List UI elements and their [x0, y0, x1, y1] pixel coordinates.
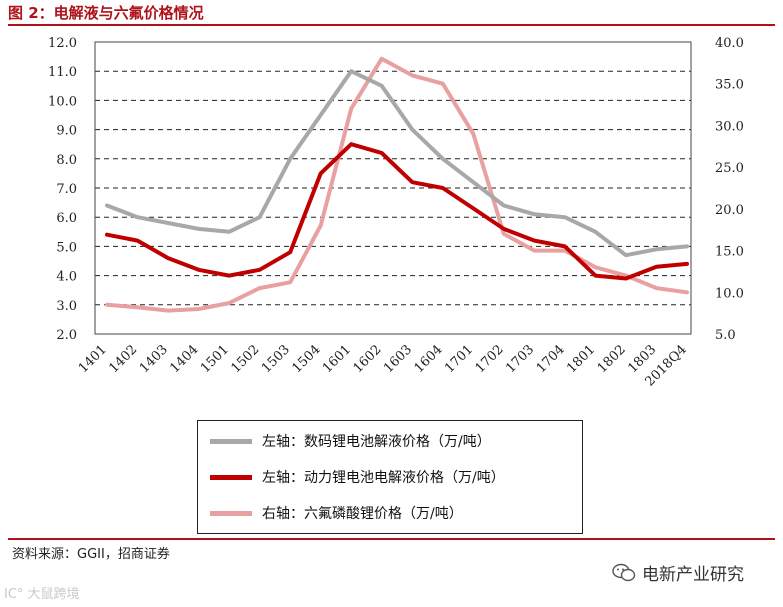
left-tick-label: 12.0 [48, 36, 77, 51]
right-axis-ticks: 40.0 35.0 30.0 25.0 20.0 15.0 10.0 5.0 [715, 36, 744, 343]
left-tick-label: 6.0 [56, 211, 77, 226]
legend-item-digital: 左轴：数码锂电池解液价格（万/吨） [210, 431, 491, 451]
x-tick-label: 1701 [442, 342, 476, 376]
left-tick-label: 3.0 [56, 299, 77, 314]
x-tick-label: 1401 [76, 342, 110, 376]
legend-label-lipf6: 右轴：六氟磷酸锂价格（万/吨） [262, 506, 463, 522]
figure-title: 图 2：电解液与六氟价格情况 [8, 4, 204, 22]
left-tick-label: 7.0 [56, 182, 77, 197]
x-tick-label: 1801 [564, 342, 598, 376]
right-tick-label: 25.0 [715, 161, 744, 176]
x-tick-label: 1403 [137, 342, 171, 376]
legend-item-power: 左轴：动力锂电池电解液价格（万/吨） [210, 467, 505, 487]
x-tick-label: 1702 [473, 342, 507, 376]
left-tick-label: 2.0 [56, 328, 77, 343]
title-rule [8, 24, 775, 26]
x-tick-label: 1503 [259, 342, 293, 376]
left-tick-label: 4.0 [56, 270, 77, 285]
x-tick-label: 1602 [351, 342, 385, 376]
series-line-0 [105, 69, 689, 258]
right-tick-label: 10.0 [715, 286, 744, 301]
left-tick-label: 11.0 [48, 65, 77, 80]
left-tick-label: 10.0 [48, 94, 77, 109]
left-tick-label: 5.0 [56, 240, 77, 255]
line-chart: 12.0 11.0 10.0 9.0 8.0 7.0 6.0 5.0 4.0 3.0 2.0 40.… [48, 36, 744, 390]
source-note: 资料来源：GGII，招商证券 [12, 547, 170, 562]
x-tick-label: 1502 [228, 342, 262, 376]
legend-label-digital: 左轴：数码锂电池解液价格（万/吨） [262, 434, 491, 450]
series-line-1 [105, 142, 689, 281]
x-tick-label: 1703 [503, 342, 537, 376]
watermark-left: IC° 大鼠跨境 [4, 587, 80, 602]
right-tick-label: 35.0 [715, 78, 744, 93]
right-tick-label: 30.0 [715, 119, 744, 134]
legend-swatch-lipf6 [210, 510, 252, 516]
legend-item-lipf6: 右轴：六氟磷酸锂价格（万/吨） [210, 503, 463, 523]
legend-label-power: 左轴：动力锂电池电解液价格（万/吨） [262, 470, 505, 486]
left-axis-ticks: 12.0 11.0 10.0 9.0 8.0 7.0 6.0 5.0 4.0 3.0 2.0 [48, 36, 77, 343]
right-tick-label: 15.0 [715, 245, 744, 260]
x-tick-label: 1802 [595, 342, 629, 376]
x-tick-label: 1603 [381, 342, 415, 376]
series-line-2 [105, 56, 689, 313]
x-tick-label: 1501 [198, 342, 232, 376]
plot-frame [94, 41, 692, 335]
x-tick-label: 1504 [290, 342, 324, 376]
x-tick-label: 1404 [167, 342, 201, 376]
x-tick-label: 1402 [106, 342, 140, 376]
watermark-right-text: 电新产业研究 [642, 565, 744, 585]
x-tick-label: 1704 [534, 342, 568, 376]
source-rule [8, 538, 775, 540]
gridlines [95, 70, 691, 306]
x-axis-ticks: 1401140214031404150115021503150416011602… [76, 342, 690, 389]
watermark-right: 电新产业研究 [612, 560, 744, 585]
legend-swatch-digital [210, 438, 252, 444]
x-tick-label: 1601 [320, 342, 354, 376]
legend: 左轴：数码锂电池解液价格（万/吨） 左轴：动力锂电池电解液价格（万/吨） 右轴：… [197, 420, 583, 534]
right-tick-label: 20.0 [715, 203, 744, 218]
x-tick-label: 1604 [412, 342, 446, 376]
left-tick-label: 8.0 [56, 153, 77, 168]
left-tick-label: 9.0 [56, 124, 77, 139]
wechat-icon [612, 563, 636, 581]
legend-swatch-power [210, 474, 252, 480]
series-group [105, 56, 689, 313]
right-tick-label: 5.0 [715, 328, 736, 343]
right-tick-label: 40.0 [715, 36, 744, 51]
